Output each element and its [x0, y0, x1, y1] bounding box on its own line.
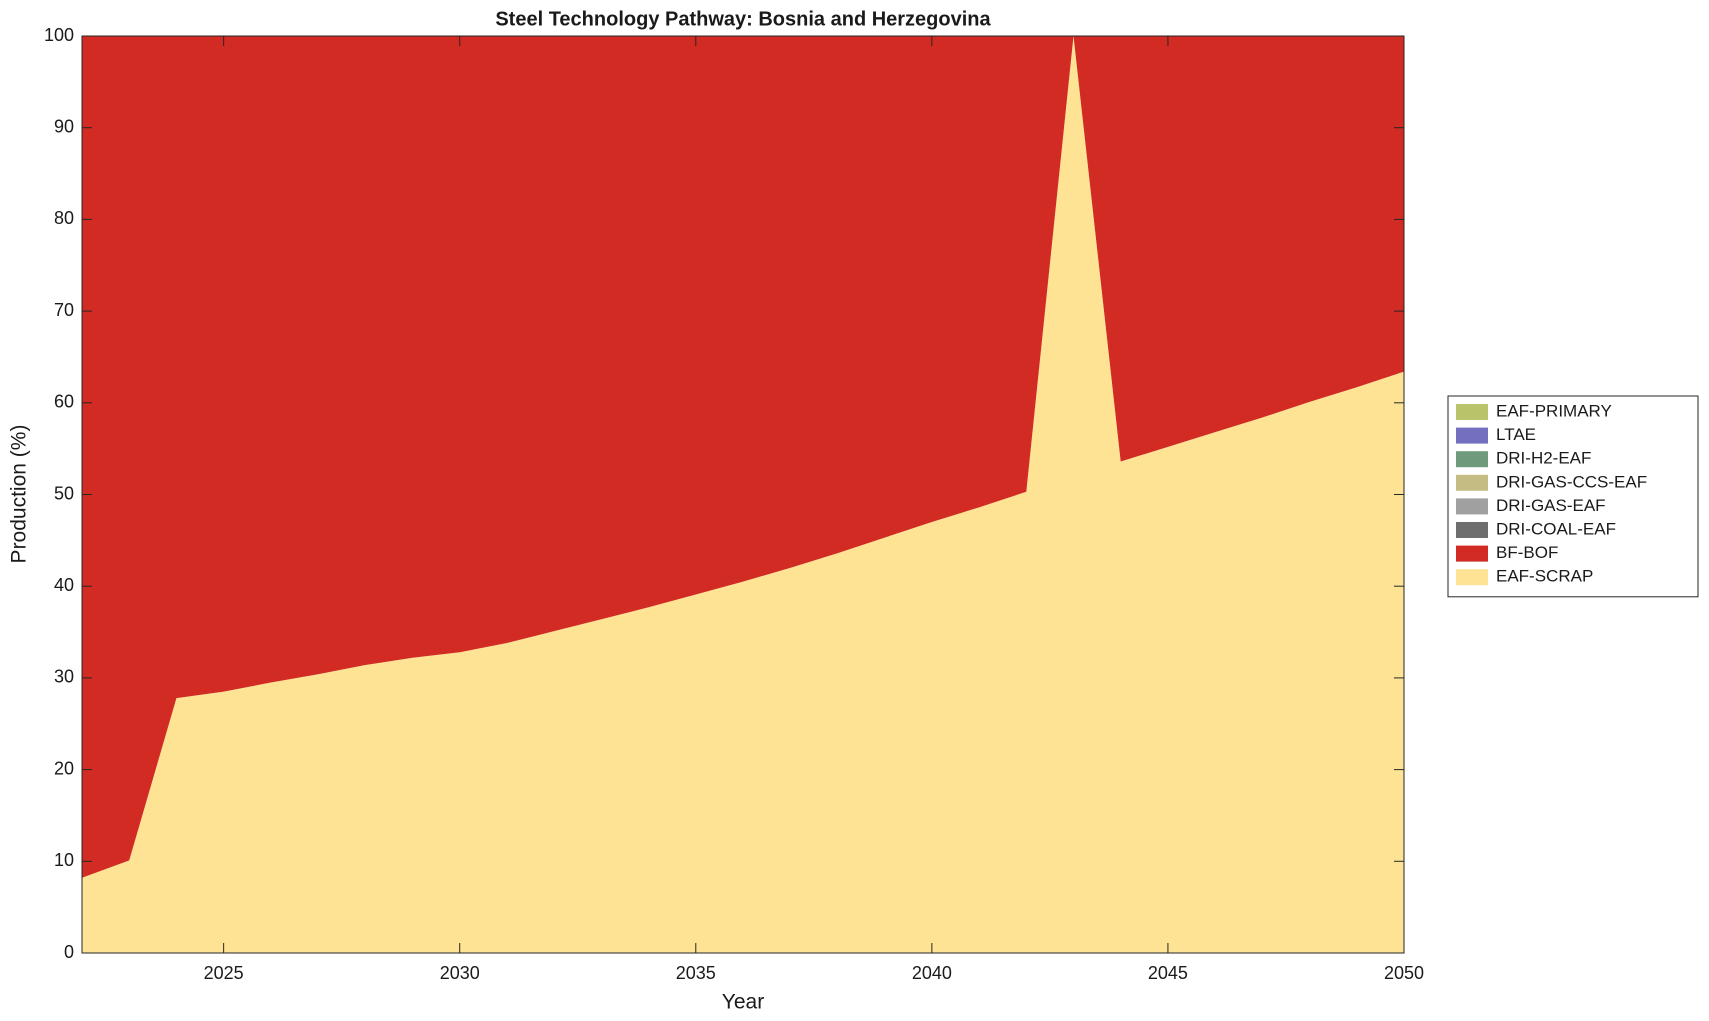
y-tick-label: 70 [54, 300, 74, 320]
legend-swatch [1456, 545, 1488, 562]
legend-label: EAF-SCRAP [1496, 567, 1593, 586]
legend-swatch [1456, 569, 1488, 586]
chart-title: Steel Technology Pathway: Bosnia and Her… [495, 8, 991, 30]
legend-box [1447, 395, 1699, 598]
y-tick-label: 60 [54, 392, 74, 412]
legend-swatch [1456, 427, 1488, 444]
x-tick-label: 2030 [440, 963, 480, 983]
legend-label: LTAE [1496, 425, 1536, 444]
area [82, 36, 1404, 953]
y-tick-label: 40 [54, 575, 74, 595]
y-tick-label: 0 [64, 942, 74, 962]
area [82, 36, 1404, 878]
legend-swatch [1456, 498, 1488, 515]
y-tick-label: 100 [44, 25, 74, 45]
x-axis-label: Year [722, 991, 764, 1014]
y-tick-label: 30 [54, 667, 74, 687]
y-tick-label: 80 [54, 208, 74, 228]
y-tick-label: 50 [54, 483, 74, 503]
legend-label: DRI-GAS-EAF [1496, 496, 1606, 515]
x-tick-label: 2025 [204, 963, 244, 983]
legend-label: DRI-GAS-CCS-EAF [1496, 472, 1647, 491]
x-tick-label: 2035 [676, 963, 716, 983]
legend-swatch [1456, 474, 1488, 491]
y-axis-label: Production (%) [8, 425, 31, 564]
legend-swatch [1456, 404, 1488, 420]
legend-label: DRI-COAL-EAF [1496, 519, 1616, 538]
y-tick-label: 10 [54, 850, 74, 870]
x-tick-label: 2050 [1384, 963, 1424, 983]
legend-swatch [1456, 522, 1488, 538]
legend-label: EAF-PRIMARY [1496, 401, 1612, 420]
legend-swatch [1456, 451, 1488, 468]
y-tick-label: 90 [54, 116, 74, 136]
y-tick-label: 20 [54, 758, 74, 778]
legend-label: BF-BOF [1496, 543, 1558, 562]
legend-label: DRI-H2-EAF [1496, 449, 1591, 468]
x-tick-label: 2040 [912, 963, 952, 983]
x-tick-label: 2045 [1148, 963, 1188, 983]
